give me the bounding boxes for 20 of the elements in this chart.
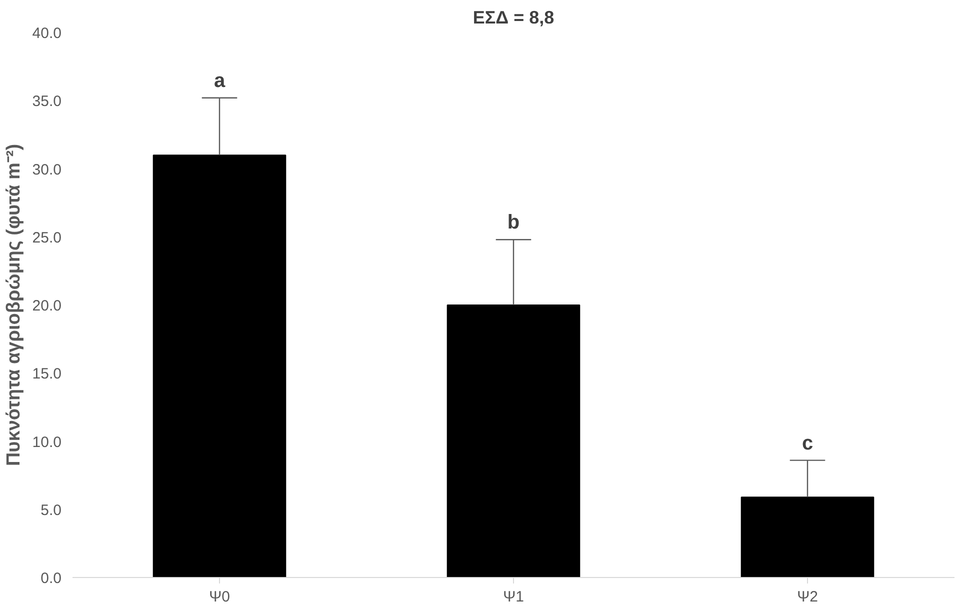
y-tick-label: 20.0 bbox=[32, 298, 62, 314]
bar bbox=[152, 154, 286, 578]
y-tick-label: 5.0 bbox=[40, 502, 62, 519]
x-tick-label: Ψ0 bbox=[209, 588, 230, 606]
y-tick-label: 15.0 bbox=[32, 366, 62, 383]
y-tick-label: 40.0 bbox=[32, 25, 62, 42]
annotation: b bbox=[507, 212, 520, 234]
y-axis-title: Πυκνότητα αγριοβρώμης (φυτά m⁻²) bbox=[3, 144, 24, 466]
y-tick-label: 0.0 bbox=[40, 570, 62, 587]
y-tick-label: 30.0 bbox=[32, 161, 62, 178]
chart-title: ΕΣΔ = 8,8 bbox=[472, 8, 554, 28]
bar bbox=[740, 496, 874, 578]
x-tick-label: Ψ2 bbox=[797, 588, 818, 606]
annotation: a bbox=[214, 70, 226, 92]
y-tick-label: 35.0 bbox=[32, 93, 62, 110]
annotation: c bbox=[802, 432, 814, 454]
x-tick-label: Ψ1 bbox=[503, 588, 524, 606]
y-tick-label: 25.0 bbox=[32, 229, 62, 246]
bar bbox=[446, 304, 580, 578]
y-tick-label: 10.0 bbox=[32, 434, 62, 451]
